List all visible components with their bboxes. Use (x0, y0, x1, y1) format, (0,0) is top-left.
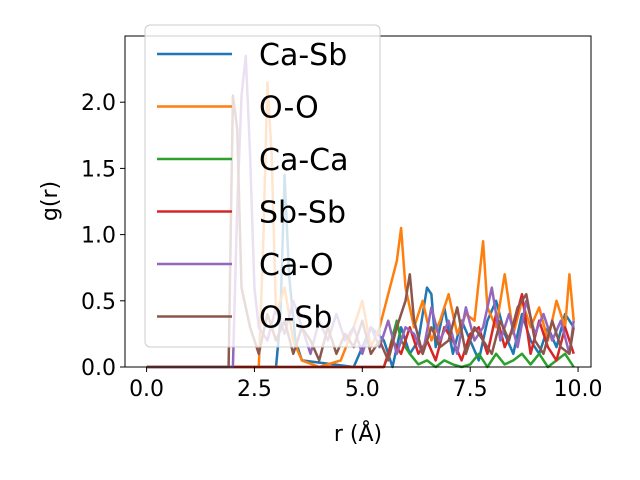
x-tick-label: 7.5 (453, 377, 488, 402)
legend-entry-label: Sb-Sb (259, 196, 346, 231)
legend-entry-label: O-Sb (259, 301, 332, 336)
legend-entry-label: Ca-Sb (259, 38, 347, 73)
y-tick-label: 0.5 (81, 290, 116, 315)
y-tick-label: 1.0 (81, 224, 116, 249)
legend: Ca-Sb O-O Ca-Ca Sb-Sb Ca-O O-Sb (144, 24, 381, 348)
x-axis-label: r (Å) (334, 420, 382, 447)
x-tick-label: 10.0 (554, 377, 603, 402)
x-tick-label: 5.0 (345, 377, 380, 402)
y-tick-label: 2.0 (81, 91, 116, 116)
legend-entry-label: Ca-O (259, 248, 334, 283)
y-axis-label: g(r) (38, 181, 63, 221)
legend-entry-label: O-O (259, 91, 319, 126)
y-tick-label: 0.0 (81, 356, 116, 381)
ticks-layer: 0.0 2.5 5.0 7.5 10.0 0.0 0.5 1.0 1.5 2.0 (81, 91, 603, 402)
x-tick-label: 2.5 (237, 377, 272, 402)
x-tick-label: 0.0 (129, 377, 164, 402)
y-tick-label: 1.5 (81, 157, 116, 182)
legend-box (144, 24, 381, 348)
legend-entry-label: Ca-Ca (259, 143, 349, 178)
